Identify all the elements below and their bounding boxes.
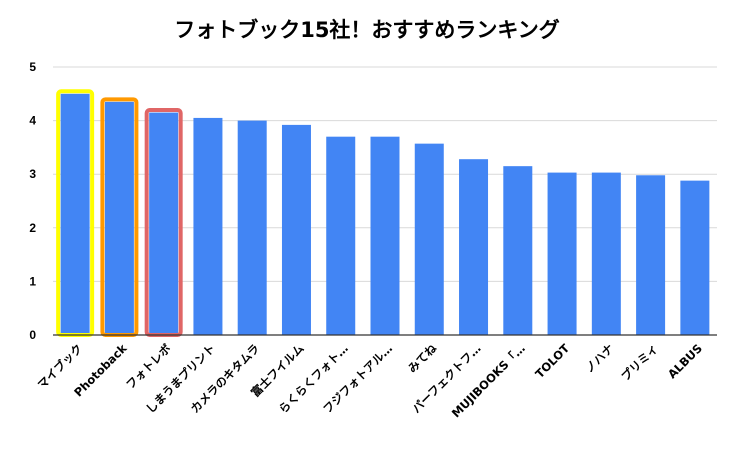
bar (636, 175, 666, 335)
x-tick-label: プリミィ (618, 341, 660, 383)
x-tick-label: TOLOT (532, 341, 572, 381)
y-axis-ticks: 0 1 2 3 4 5 (29, 60, 36, 342)
y-tick-label: 4 (29, 114, 36, 128)
bar (281, 124, 311, 335)
bar (149, 112, 179, 335)
y-tick-label: 2 (29, 221, 36, 235)
bar (104, 101, 134, 335)
bar (370, 136, 400, 335)
bar (60, 93, 90, 335)
bar (326, 136, 356, 335)
x-axis-ticks: マイブックPhotobackフォトレボしまうまプリントカメラのキタムラ富士フイル… (35, 341, 705, 420)
y-tick-label: 0 (29, 328, 36, 342)
y-tick-label: 1 (29, 274, 36, 288)
y-tick-label: 5 (29, 60, 36, 74)
bar (680, 180, 710, 335)
bar (547, 172, 577, 335)
bar (503, 166, 533, 335)
bars (56, 89, 710, 337)
y-tick-label: 3 (29, 167, 36, 181)
x-tick-label: みてね (405, 341, 440, 376)
chart-title: フォトブック15社！おすすめランキング (174, 18, 560, 42)
x-tick-label: ノハナ (582, 341, 616, 375)
x-tick-label: ALBUS (665, 341, 705, 381)
bar (414, 143, 444, 335)
bar (591, 172, 621, 335)
bar (193, 117, 223, 335)
bar (237, 120, 267, 335)
bar (459, 159, 489, 335)
